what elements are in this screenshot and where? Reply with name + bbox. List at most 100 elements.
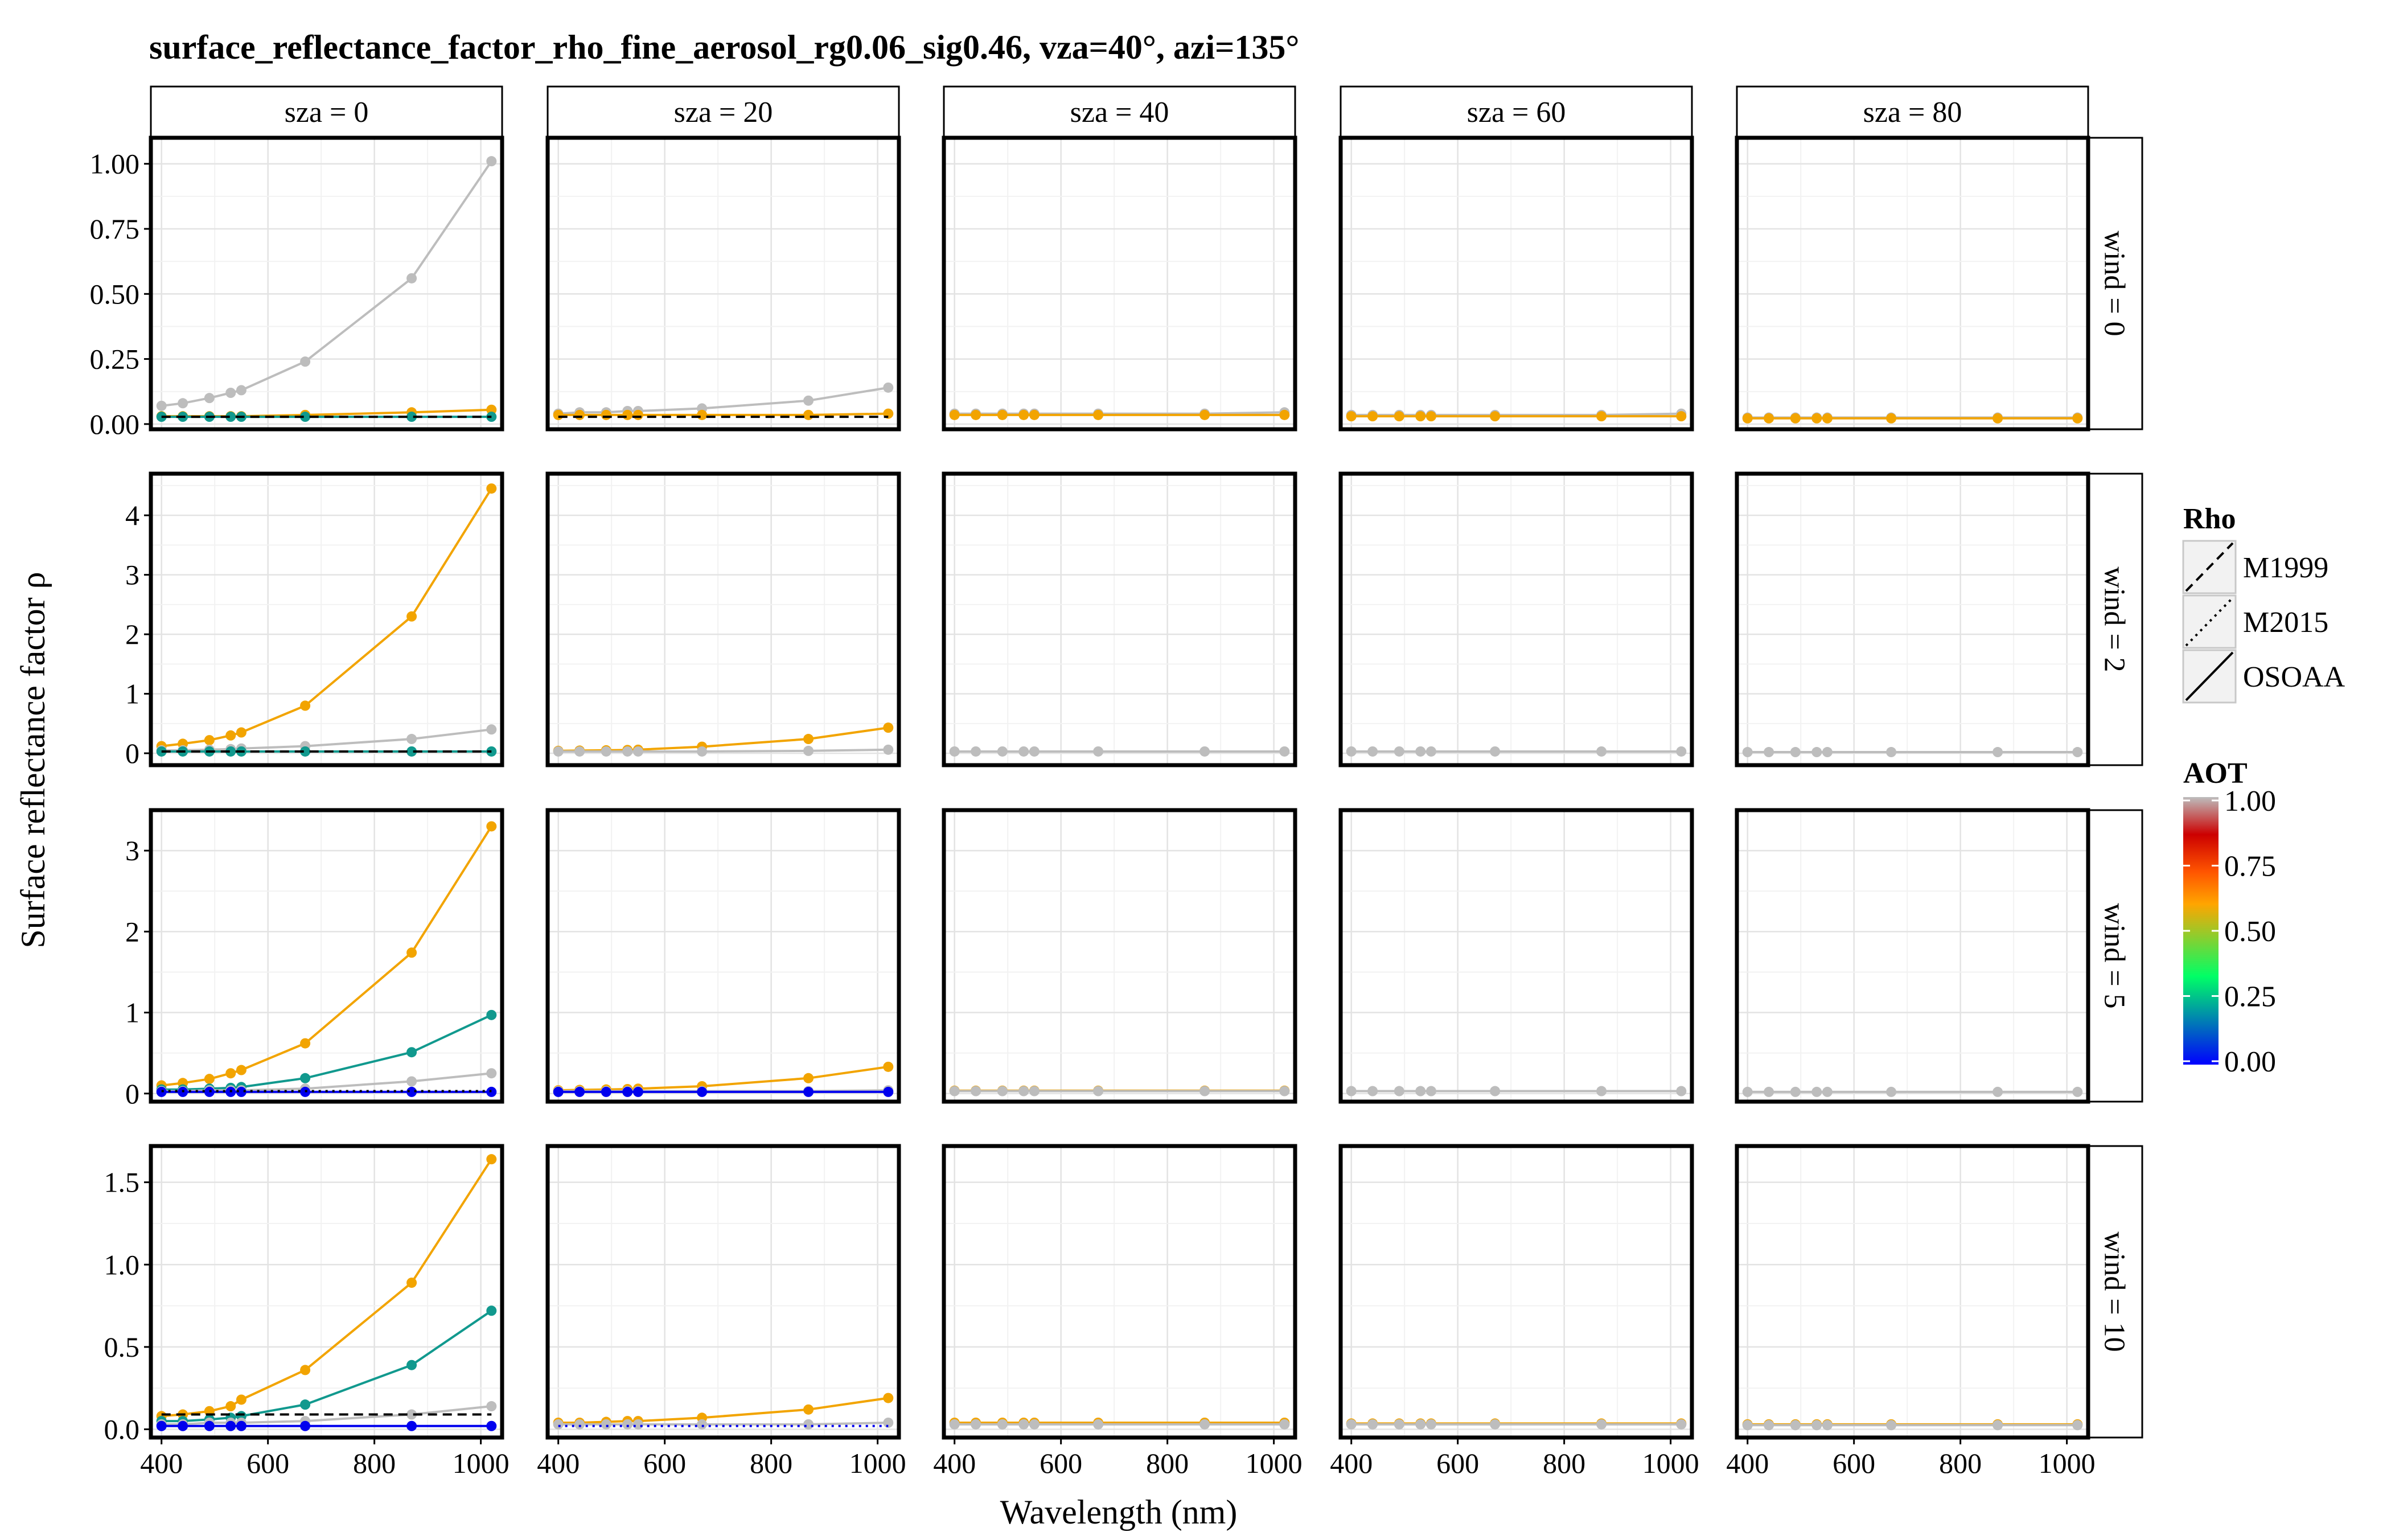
panel-background [1341,474,1692,765]
data-point [204,1074,215,1085]
x-tick-label: 400 [537,1447,580,1479]
y-tick-label: 1.5 [104,1167,140,1198]
data-point [406,1360,417,1370]
data-point [1764,747,1774,758]
data-point [300,1399,311,1410]
legend-label: M1999 [2243,552,2328,584]
y-tick-label: 0 [125,1078,139,1110]
data-point [236,1086,247,1097]
data-point [156,1086,167,1097]
panel-border [545,1144,901,1440]
panel-border [545,135,901,432]
data-point [1822,413,1833,424]
data-point [1425,1419,1436,1430]
data-point [601,1419,611,1430]
data-point [1790,1086,1801,1097]
panel [1341,138,1692,429]
panel-border [1338,1144,1694,1440]
data-point [553,1419,564,1430]
data-point [1676,746,1687,757]
row-strip-label: wind = 2 [2098,566,2131,672]
data-point [803,1086,814,1097]
column-strip-label: sza = 0 [285,96,369,129]
data-point [632,746,643,757]
data-point [697,1419,708,1430]
data-point [803,409,814,420]
data-point [236,385,247,396]
panel-border [942,471,1297,767]
x-tick-label: 600 [1040,1447,1082,1479]
panel [944,810,1295,1102]
data-point [622,409,633,420]
data-point [1822,1086,1833,1097]
data-point [300,356,311,367]
panel [944,474,1295,765]
panel-border [1735,1144,2090,1440]
data-point [2072,1420,2083,1431]
data-point [236,1065,247,1075]
panel-background [548,474,899,765]
data-point [883,1393,894,1403]
panel-background [548,1146,899,1438]
panel-background [151,810,502,1102]
data-point [156,1420,167,1431]
data-point [1415,746,1426,757]
data-point [1367,1086,1378,1097]
panel-data [1346,1418,1687,1430]
data-point [1018,746,1029,757]
data-point [1394,746,1404,757]
x-tick-label: 600 [247,1447,289,1479]
data-point [997,409,1008,420]
data-point [883,744,894,755]
data-point [486,1086,497,1097]
x-tick-label: 800 [1939,1447,1982,1479]
panel-border [1735,135,2090,432]
y-axis-label: Surface reflectance factor ρ [14,572,52,948]
data-point [406,1086,417,1097]
panel [1737,474,2088,765]
data-point [1742,1420,1753,1431]
data-point [300,412,311,422]
y-tick-label: 0 [125,737,139,769]
data-point [178,398,188,409]
data-point [406,1278,417,1288]
panel [1341,1146,1692,1438]
data-point [486,821,497,832]
y-tick-label: 1 [125,997,139,1029]
panel-border [149,808,504,1104]
data-point [1093,409,1104,420]
y-tick-label: 3 [125,835,139,866]
panel [151,474,502,765]
panel-data [1742,412,2083,424]
data-point [486,1009,497,1020]
data-point [406,1047,417,1058]
data-point [883,382,894,393]
data-point [622,1086,633,1097]
legend-rho-title: Rho [2183,503,2236,535]
data-point [803,1073,814,1083]
data-point [1790,413,1801,424]
x-tick-label: 600 [1833,1447,1875,1479]
data-point [300,1365,311,1375]
data-point [1018,409,1029,420]
data-point [971,1086,981,1097]
data-point [1822,747,1833,758]
legend-rho: Rho M1999 M2015 OSOAA [2182,503,2345,704]
data-point [971,1419,981,1430]
data-point [1199,409,1210,420]
x-tick-label: 400 [1330,1447,1373,1479]
data-point [1279,1086,1290,1097]
panel [548,474,899,765]
panel-data [156,821,497,1097]
panel-background [1341,810,1692,1102]
x-tick-label: 400 [1726,1447,1769,1479]
data-point [406,1076,417,1087]
data-point [601,1086,611,1097]
data-point [632,1419,643,1430]
data-point [1742,413,1753,424]
data-point [1490,1419,1501,1430]
data-point [406,611,417,622]
x-tick-label: 800 [353,1447,396,1479]
data-point [486,746,497,757]
